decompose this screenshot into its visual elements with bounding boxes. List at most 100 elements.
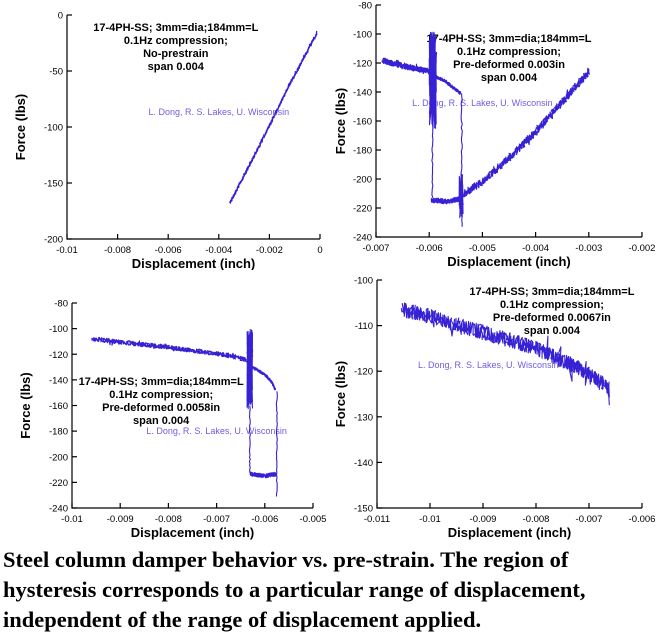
y-tick-label: -200	[49, 452, 68, 463]
chart-no-prestrain: -0.01 -0.008 -0.006 -0.004 -0.002 0 0 -50 -100 -1…	[13, 11, 323, 272]
annotation-line: 0.1Hz compression;	[109, 389, 213, 401]
y-axis-title: Force (lbs)	[335, 88, 348, 154]
y-tick-label: -50	[49, 67, 63, 78]
watermark-text: L. Dong, R. S. Lakes, U. Wisconsin	[149, 107, 290, 117]
data-curve	[400, 303, 610, 398]
y-tick-label: -100	[44, 123, 63, 134]
data-curve	[229, 30, 318, 204]
x-tick-label: -0.004	[205, 245, 232, 256]
chart-pre-deformed-0.0058in: -0.01 -0.009 -0.008 -0.007 -0.006 -0.005 -80 -1…	[18, 299, 326, 541]
y-tick-label: -240	[49, 504, 68, 515]
annotation-line: Pre-deformed 0.0067in	[493, 312, 611, 324]
chart-cell-no-prestrain: -0.01 -0.008 -0.006 -0.004 -0.002 0 0 -50 -100 -1…	[0, 0, 335, 272]
data-curve	[249, 471, 277, 479]
annotation-line: 17-4PH-SS; 3mm=dia;184mm=L	[426, 33, 591, 45]
y-tick-label: -110	[355, 321, 373, 332]
caption-line-2: hysteresis corresponds to a particular r…	[3, 577, 586, 602]
annotation-line: Pre-deformed 0.003in	[453, 59, 565, 71]
data-curve	[463, 68, 590, 198]
annotation: 17-4PH-SS; 3mm=dia;184mm=L0.1Hz compress…	[79, 376, 244, 427]
caption-line-1: Steel column damper behavior vs. pre-str…	[3, 547, 569, 572]
chart-cell-pre-deformed-0.003in: -0.007 -0.006 -0.005 -0.004 -0.003 -0.002 -80 -…	[333, 0, 669, 270]
data-curve	[433, 74, 462, 95]
y-tick-label: -80	[358, 1, 372, 12]
x-tick-label: -0.007	[576, 514, 603, 525]
x-tick-label: -0.005	[300, 514, 327, 525]
data-curve	[251, 366, 276, 391]
watermark-text: L. Dong, R. S. Lakes, U. Wisconsin	[146, 426, 287, 436]
annotation-line: Pre-deformed 0.0058in	[102, 402, 220, 414]
annotation-line: span 0.004	[148, 61, 205, 73]
x-tick-label: -0.011	[364, 514, 390, 525]
annotation-line: 17-4PH-SS; 3mm=dia;184mm=L	[469, 286, 634, 298]
annotation-line: 17-4PH-SS; 3mm=dia;184mm=L	[93, 22, 258, 34]
vertical-transition	[275, 391, 278, 497]
y-tick-label: -130	[354, 412, 373, 423]
x-tick-label: -0.006	[155, 245, 182, 256]
y-tick-label: -150	[354, 504, 373, 515]
watermark-text: L. Dong, R. S. Lakes, U. Wisconsin	[418, 360, 559, 370]
vertical-transition	[431, 77, 434, 198]
annotation-line: span 0.004	[481, 72, 538, 84]
x-tick-label: -0.009	[107, 514, 134, 525]
x-tick-label: -0.004	[522, 243, 549, 254]
series-compression-cycle	[229, 30, 318, 204]
annotation-line: 17-4PH-SS; 3mm=dia;184mm=L	[79, 376, 244, 388]
annotation: 17-4PH-SS; 3mm=dia;184mm=L0.1Hz compress…	[426, 33, 591, 84]
data-curve	[381, 57, 431, 75]
y-tick-label: 0	[58, 11, 63, 22]
data-curve	[91, 336, 247, 362]
x-tick-label: -0.006	[416, 243, 443, 254]
y-tick-label: -140	[353, 88, 372, 99]
data-curve	[463, 67, 590, 198]
x-tick-label: -0.008	[155, 514, 182, 525]
y-tick-label: -100	[353, 30, 372, 41]
chart-cell-pre-deformed-0.0067in: -0.011 -0.01 -0.009 -0.008 -0.007 -0.006 -100 -…	[333, 270, 669, 541]
series-hysteresis-loop	[91, 328, 278, 497]
annotation-line: span 0.004	[524, 325, 581, 337]
annotation: 17-4PH-SS; 3mm=dia;184mm=L0.1Hz compress…	[469, 286, 634, 337]
x-tick-label: -0.005	[469, 243, 496, 254]
x-tick-label: -0.009	[470, 514, 497, 525]
axes: -0.01 -0.009 -0.008 -0.007 -0.006 -0.005 -80 -1…	[49, 299, 326, 526]
noise-burst	[246, 328, 254, 410]
y-tick-label: -120	[354, 367, 373, 378]
annotation-line: 0.1Hz compression;	[457, 46, 561, 58]
y-axis-title: Force (lbs)	[335, 361, 348, 427]
y-tick-label: -140	[354, 458, 373, 469]
y-tick-label: -100	[354, 276, 373, 287]
annotation-line: 0.1Hz compression;	[500, 299, 604, 311]
x-tick-label: 0	[317, 245, 322, 256]
y-tick-label: -120	[49, 350, 68, 361]
x-tick-label: -0.003	[575, 243, 602, 254]
annotation-line: span 0.004	[133, 415, 190, 427]
annotation: 17-4PH-SS; 3mm=dia;184mm=L0.1Hz compress…	[93, 22, 258, 73]
x-tick-label: -0.007	[363, 243, 390, 254]
watermark-text: L. Dong, R. S. Lakes, U. Wisconsin	[412, 98, 553, 108]
y-axis-title: Force (lbs)	[18, 372, 33, 438]
chart-pre-deformed-0.0067in: -0.011 -0.01 -0.009 -0.008 -0.007 -0.006 -100 -…	[333, 276, 655, 541]
annotation-line: 0.1Hz compression;	[124, 35, 228, 47]
data-curve	[430, 195, 462, 205]
x-tick-label: -0.01	[56, 245, 78, 256]
chart-pre-deformed-0.003in: -0.007 -0.006 -0.005 -0.004 -0.003 -0.002 -80 -…	[333, 1, 656, 270]
x-tick-label: -0.008	[104, 245, 131, 256]
y-tick-label: -220	[49, 478, 68, 489]
y-tick-label: -120	[353, 59, 372, 70]
y-axis-title: Force (lbs)	[13, 94, 28, 160]
axes: -0.011 -0.01 -0.009 -0.008 -0.007 -0.006 -100 -…	[354, 276, 655, 526]
caption-line-3: independent of the range of displacement…	[3, 607, 482, 632]
x-tick-label: -0.01	[419, 514, 441, 525]
x-tick-label: -0.006	[251, 514, 278, 525]
y-tick-label: -160	[49, 401, 68, 412]
y-tick-label: -240	[353, 233, 372, 244]
annotation-line: No-prestrain	[143, 48, 209, 60]
x-axis-title: Displacement (inch)	[447, 254, 571, 269]
y-tick-label: -180	[49, 427, 68, 438]
y-tick-label: -80	[54, 299, 68, 310]
x-tick-label: -0.008	[523, 514, 550, 525]
y-tick-label: -180	[353, 146, 372, 157]
x-tick-label: -0.002	[629, 243, 656, 254]
noise-burst	[458, 173, 464, 219]
